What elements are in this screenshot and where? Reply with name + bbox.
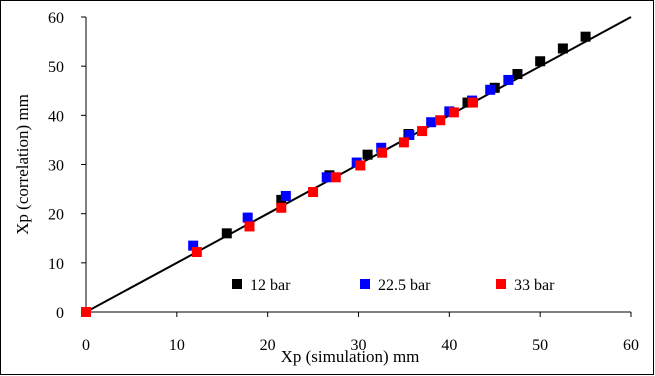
data-point bbox=[321, 172, 332, 183]
data-point bbox=[535, 56, 546, 67]
y-tick-label: 20 bbox=[48, 207, 64, 224]
data-point bbox=[188, 240, 199, 251]
data-point bbox=[276, 202, 287, 213]
data-point bbox=[580, 31, 591, 42]
data-point bbox=[557, 43, 568, 54]
data-point bbox=[355, 160, 366, 171]
legend-swatch bbox=[232, 279, 242, 289]
legend-label: 12 bar bbox=[250, 277, 291, 294]
data-point bbox=[448, 107, 459, 118]
y-tick-label: 30 bbox=[48, 158, 64, 175]
axes bbox=[81, 16, 632, 317]
legend-label: 22.5 bar bbox=[378, 277, 431, 294]
data-point bbox=[330, 172, 341, 183]
data-point bbox=[242, 212, 253, 223]
y-tick-label: 0 bbox=[56, 305, 64, 322]
y-tick-label: 50 bbox=[48, 59, 64, 76]
tick-labels: 0 10 20 30 40 50 60 0 10 20 30 40 50 60 bbox=[48, 10, 639, 354]
y-tick-label: 10 bbox=[48, 256, 64, 273]
legend-swatch bbox=[360, 279, 370, 289]
data-point bbox=[308, 187, 319, 198]
legend: 12 bar 22.5 bar 33 bar bbox=[232, 277, 555, 294]
data-point bbox=[485, 84, 496, 95]
x-tick-label: 50 bbox=[532, 337, 548, 354]
legend-label: 33 bar bbox=[514, 277, 555, 294]
y-axis-label: Xp (correlation) mm bbox=[13, 94, 32, 235]
data-point bbox=[191, 247, 202, 258]
data-point bbox=[435, 115, 446, 126]
x-tick-label: 20 bbox=[260, 337, 276, 354]
data-point bbox=[362, 149, 373, 160]
y-tick-label: 60 bbox=[48, 10, 64, 27]
data-point bbox=[398, 137, 409, 148]
x-tick-label: 60 bbox=[623, 337, 639, 354]
data-point bbox=[221, 228, 232, 239]
legend-swatch bbox=[496, 279, 506, 289]
x-tick-label: 10 bbox=[169, 337, 185, 354]
data-point bbox=[244, 221, 255, 232]
x-axis-label: Xp (simulation) mm bbox=[281, 347, 420, 366]
data-point bbox=[503, 74, 514, 85]
data-point bbox=[426, 117, 437, 128]
data-markers bbox=[81, 31, 591, 317]
data-point bbox=[404, 130, 415, 140]
data-point bbox=[417, 126, 428, 137]
data-point bbox=[377, 147, 388, 158]
data-point bbox=[280, 190, 291, 201]
data-point bbox=[467, 97, 478, 108]
series-2 bbox=[81, 97, 478, 317]
x-tick-label: 40 bbox=[441, 337, 457, 354]
x-tick-label: 30 bbox=[351, 337, 367, 354]
y-tick-label: 40 bbox=[48, 108, 64, 125]
data-point bbox=[81, 307, 91, 317]
data-point bbox=[512, 69, 523, 80]
x-tick-label: 0 bbox=[82, 337, 90, 354]
